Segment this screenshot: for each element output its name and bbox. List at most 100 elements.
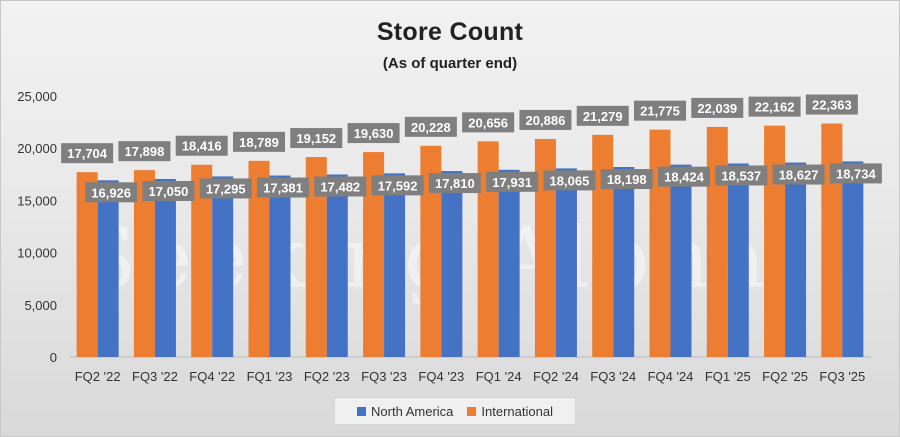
- x-tick-label: FQ3 '23: [361, 369, 407, 384]
- legend-label-north-america: North America: [371, 403, 454, 419]
- data-label-international: 22,162: [755, 100, 795, 115]
- data-label-international: 19,630: [354, 126, 394, 141]
- bar-international: [764, 125, 786, 357]
- bar-north-america: [154, 178, 176, 357]
- data-label-north-america: 18,537: [721, 168, 761, 183]
- x-tick-label: FQ3 '22: [132, 369, 178, 384]
- bar-north-america: [727, 163, 749, 357]
- data-label-international: 22,039: [697, 101, 737, 116]
- bar-international: [592, 134, 614, 357]
- data-label-north-america-bg: [142, 180, 195, 201]
- data-label-north-america-bg: [257, 177, 309, 198]
- x-tick-label: FQ2 '24: [533, 369, 579, 384]
- bar-north-america: [555, 168, 577, 357]
- y-tick-label: 5,000: [24, 298, 57, 313]
- data-label-international-bg: [691, 97, 744, 118]
- bar-north-america: [842, 161, 864, 357]
- data-label-north-america: 17,810: [435, 176, 475, 191]
- data-label-international-bg: [290, 128, 343, 149]
- legend-swatch-international: [467, 406, 477, 416]
- data-label-international-bg: [805, 94, 858, 115]
- data-label-north-america-bg: [772, 164, 825, 185]
- legend-swatch-north-america: [357, 406, 367, 416]
- x-tick-label: FQ4 '24: [648, 369, 694, 384]
- x-tick-label: FQ1 '25: [705, 369, 751, 384]
- x-tick-label: FQ4 '22: [189, 369, 235, 384]
- bar-north-america: [212, 176, 234, 357]
- bar-international: [305, 157, 327, 357]
- data-label-north-america-bg: [85, 182, 138, 203]
- bar-international: [477, 141, 499, 357]
- x-tick-label: FQ1 '24: [476, 369, 522, 384]
- bar-north-america: [785, 162, 807, 357]
- bar-north-america: [441, 171, 463, 357]
- data-label-north-america: 17,592: [378, 178, 418, 193]
- data-label-international: 21,279: [583, 109, 623, 124]
- data-label-international-bg: [748, 96, 801, 117]
- x-tick-label: FQ2 '25: [762, 369, 808, 384]
- data-label-international: 17,704: [67, 146, 108, 161]
- data-label-north-america: 17,482: [320, 179, 360, 194]
- data-label-north-america-bg: [600, 169, 653, 190]
- data-label-international-bg: [634, 100, 686, 121]
- data-label-north-america-bg: [486, 171, 539, 192]
- y-tick-label: 15,000: [17, 193, 57, 208]
- y-tick-label: 25,000: [17, 89, 57, 104]
- data-label-international-bg: [175, 135, 228, 156]
- data-label-north-america: 17,295: [206, 181, 246, 196]
- bar-north-america: [97, 180, 119, 357]
- data-label-international-bg: [233, 131, 285, 152]
- data-label-north-america: 18,424: [664, 170, 705, 185]
- legend: North America International: [334, 397, 576, 425]
- bar-international: [191, 164, 213, 357]
- data-label-north-america: 18,734: [836, 166, 877, 181]
- legend-label-international: International: [481, 403, 553, 419]
- data-label-north-america-bg: [658, 166, 710, 187]
- data-label-north-america-bg: [829, 163, 882, 184]
- y-tick-label: 10,000: [17, 246, 57, 261]
- legend-item-north-america: North America: [357, 404, 453, 419]
- data-label-north-america: 17,050: [149, 184, 189, 199]
- data-label-international: 22,363: [812, 98, 852, 113]
- data-label-international: 18,789: [239, 135, 279, 150]
- bar-north-america: [613, 167, 635, 357]
- bar-north-america: [384, 173, 406, 357]
- legend-item-international: International: [467, 404, 553, 419]
- x-tick-label: FQ2 '22: [75, 369, 121, 384]
- y-tick-label: 20,000: [17, 141, 57, 156]
- data-label-international: 19,152: [296, 131, 336, 146]
- x-tick-label: FQ2 '23: [304, 369, 350, 384]
- bar-north-america: [498, 169, 520, 357]
- bar-international: [248, 160, 270, 357]
- data-label-international-bg: [347, 123, 400, 144]
- y-tick-label: 0: [50, 350, 57, 365]
- data-label-international-bg: [519, 109, 572, 130]
- data-label-north-america: 17,381: [263, 181, 303, 196]
- data-label-international: 20,228: [411, 120, 451, 135]
- data-label-north-america-bg: [199, 178, 252, 199]
- bar-north-america: [670, 164, 692, 357]
- data-label-international: 20,886: [526, 113, 566, 128]
- bar-north-america: [326, 174, 348, 357]
- data-label-north-america-bg: [543, 170, 596, 191]
- x-tick-label: FQ4 '23: [418, 369, 464, 384]
- data-label-international: 20,656: [468, 115, 508, 130]
- bar-international: [76, 172, 98, 357]
- bar-north-america: [269, 175, 291, 357]
- bar-international: [534, 138, 556, 357]
- data-label-north-america-bg: [428, 173, 481, 194]
- bar-international: [649, 129, 671, 357]
- data-label-international: 21,775: [640, 104, 680, 119]
- bar-international: [821, 123, 843, 358]
- data-label-international-bg: [462, 112, 515, 133]
- bar-international: [363, 152, 385, 357]
- data-label-north-america: 18,627: [779, 168, 819, 183]
- data-label-international-bg: [61, 143, 114, 164]
- data-label-north-america: 18,065: [550, 173, 590, 188]
- data-label-north-america-bg: [314, 176, 367, 197]
- data-label-international-bg: [576, 105, 629, 126]
- x-tick-label: FQ3 '25: [819, 369, 865, 384]
- data-label-north-america: 17,931: [492, 175, 532, 190]
